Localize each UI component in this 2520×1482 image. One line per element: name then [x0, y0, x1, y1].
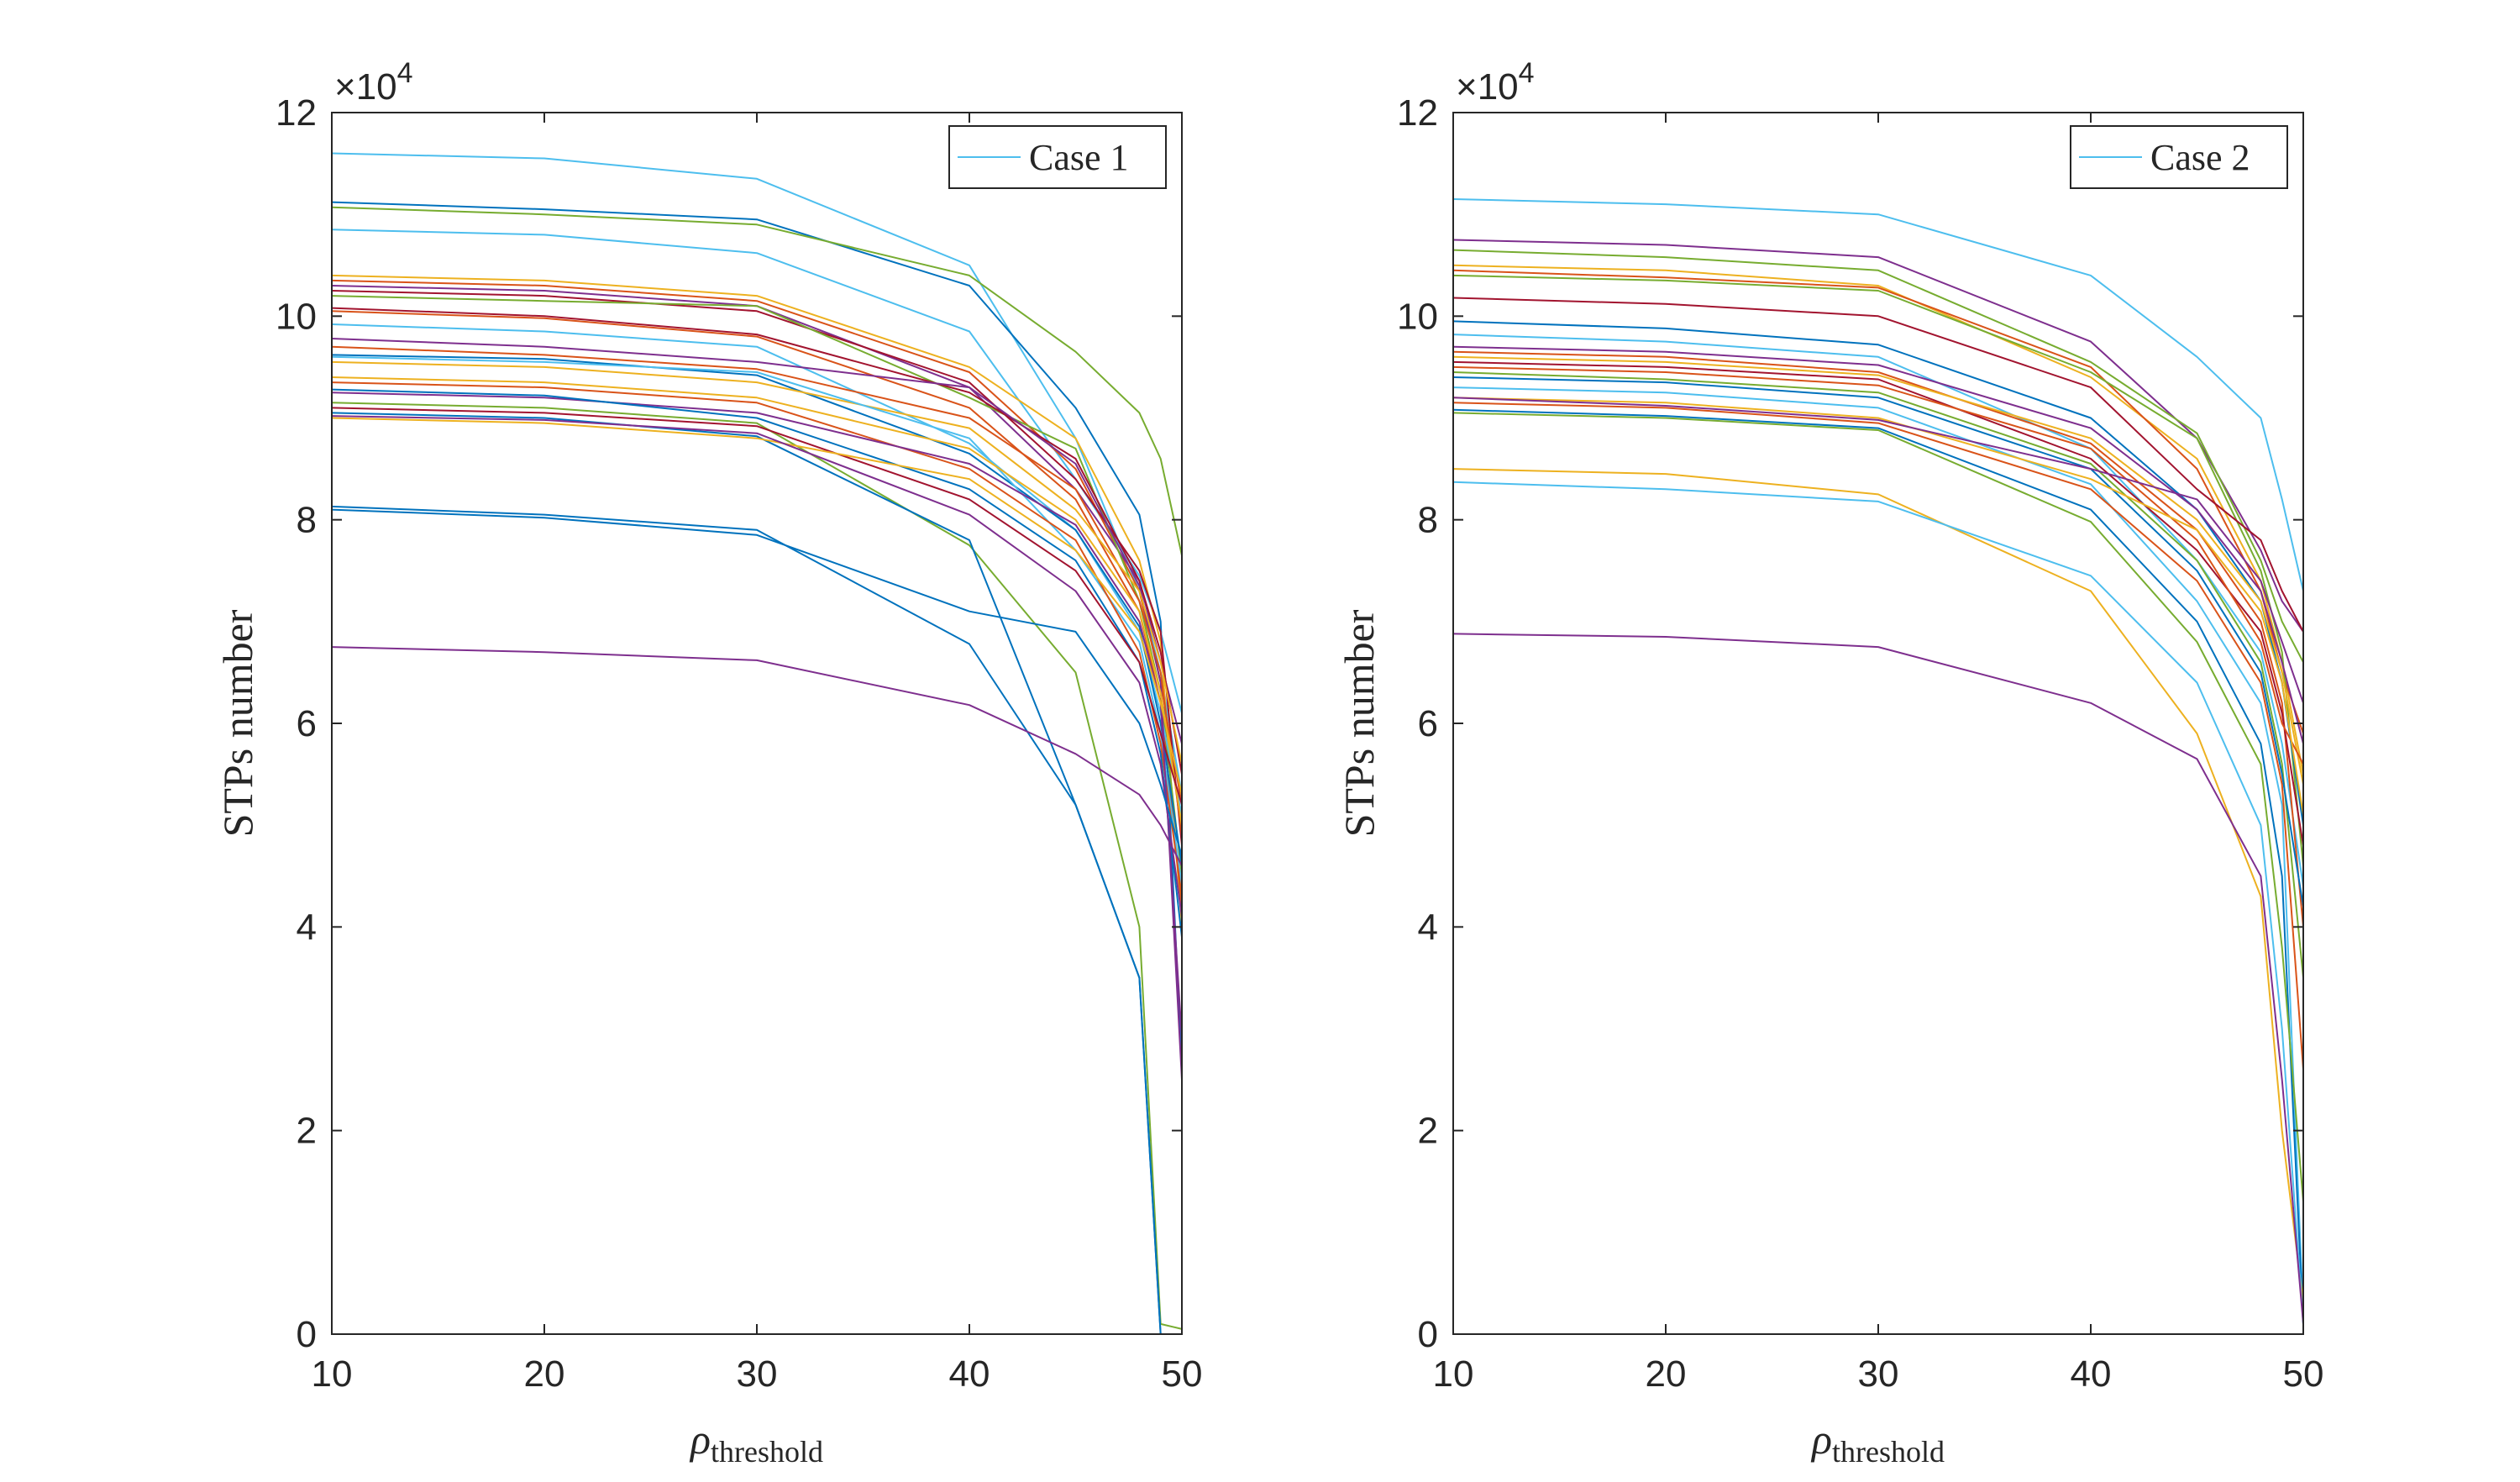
legend: Case 2: [2070, 125, 2288, 189]
y-tick-label: 8: [1418, 500, 1438, 541]
series-line-29: [331, 646, 1183, 867]
x-tick-label: 20: [1646, 1353, 1687, 1395]
x-tick-label: 10: [1433, 1353, 1474, 1395]
series-line-14: [331, 345, 1183, 836]
legend-entry: Case 2: [2150, 137, 2250, 178]
series-lines: [1452, 198, 2304, 1324]
y-multiplier: ×104: [334, 57, 413, 108]
x-tick-label: 30: [1858, 1353, 1899, 1395]
series-line-21: [1452, 408, 2304, 1324]
y-axis-label: STPs number: [214, 609, 261, 837]
series-line-3: [331, 206, 1183, 556]
x-tick-label: 40: [949, 1353, 990, 1395]
series-line-7: [1452, 297, 2304, 633]
series-line-25: [331, 417, 1183, 796]
series-line-14: [1452, 365, 2304, 765]
y-tick-label: 6: [297, 703, 317, 744]
series-line-22: [1452, 412, 2304, 1202]
y-tick-label: 2: [1418, 1111, 1438, 1152]
series-line-24: [1452, 481, 2304, 1324]
y-tick-label: 10: [276, 296, 317, 337]
series-line-15: [331, 354, 1183, 866]
series-line-18: [331, 376, 1183, 826]
series-line-23: [1452, 468, 2304, 1304]
y-tick-label: 0: [297, 1314, 317, 1355]
series-line-17: [1452, 386, 2304, 1314]
y-tick-label: 6: [1418, 703, 1438, 744]
series-line-12: [331, 323, 1183, 816]
series-line-23: [331, 407, 1183, 806]
y-tick-label: 4: [1418, 907, 1438, 948]
series-line-13: [331, 338, 1183, 1080]
chart-case-2: 10 20 30 40 50 0 2 4 6 8 10 12 ×104 STPs number ρth…: [1336, 57, 2323, 1469]
series-line-15: [1452, 371, 2304, 978]
y-tick-label: 10: [1397, 296, 1438, 337]
series-lines: [331, 152, 1183, 1335]
y-multiplier: ×104: [1456, 57, 1535, 108]
y-tick-label: 12: [276, 92, 317, 134]
series-line-16: [1452, 376, 2304, 907]
y-tick-label: 4: [297, 907, 317, 948]
legend-entry: Case 1: [1029, 137, 1129, 178]
legend: Case 1: [948, 125, 1167, 189]
chart-case-1: 10 20 30 40 50 0 2 4 6 8 10 12 ×104 STPs number ρth…: [214, 57, 1202, 1469]
plot-area: [1453, 113, 2303, 1334]
series-line-2: [331, 201, 1183, 1070]
series-line-1: [1452, 198, 2304, 591]
series-line-22: [331, 402, 1183, 1330]
series-line-20: [1452, 402, 2304, 1070]
x-tick-label: 50: [2283, 1353, 2324, 1395]
series-line-2: [1452, 239, 2304, 633]
y-tick-label: 0: [1418, 1314, 1438, 1355]
y-axis-label: STPs number: [1336, 609, 1383, 837]
series-line-3: [1452, 249, 2304, 663]
series-line-27: [331, 505, 1182, 1335]
x-tick-label: 10: [312, 1353, 353, 1395]
axis-ticks: 10 20 30 40 50 0 2 4 6 8 10 12: [1397, 92, 2323, 1395]
x-axis-label: ρthreshold: [1810, 1416, 1945, 1469]
y-tick-label: 2: [297, 1111, 317, 1152]
axis-ticks: 10 20 30 40 50 0 2 4 6 8 10 12: [276, 92, 1202, 1395]
x-axis-label: ρthreshold: [689, 1416, 823, 1469]
series-line-21: [331, 388, 1183, 938]
series-line-26: [331, 415, 1183, 917]
y-tick-label: 8: [297, 500, 317, 541]
series-line-25: [1452, 633, 2304, 1324]
x-tick-label: 20: [524, 1353, 565, 1395]
x-tick-label: 50: [1162, 1353, 1203, 1395]
series-line-6: [1452, 274, 2304, 866]
series-line-12: [1452, 355, 2304, 785]
series-line-11: [1452, 350, 2304, 928]
series-line-19: [1452, 397, 2304, 704]
series-line-18: [1452, 397, 2304, 816]
series-line-8: [331, 290, 1183, 846]
series-line-5: [331, 274, 1183, 928]
series-line-19: [331, 381, 1183, 897]
x-tick-label: 30: [737, 1353, 778, 1395]
series-line-16: [331, 360, 1183, 765]
x-tick-label: 40: [2071, 1353, 2112, 1395]
y-tick-label: 12: [1397, 92, 1438, 134]
series-line-28: [331, 508, 1183, 856]
series-line-10: [1452, 345, 2304, 744]
